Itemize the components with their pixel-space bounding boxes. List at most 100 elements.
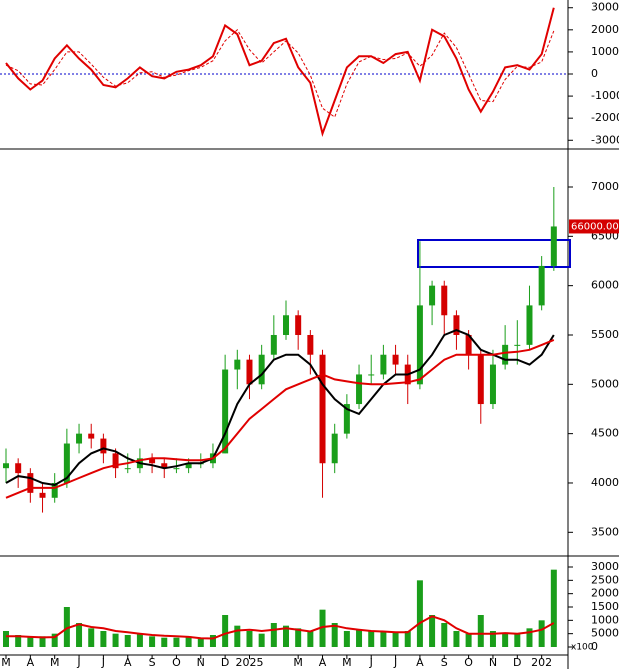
candle-body — [331, 433, 338, 464]
candle-body — [319, 354, 326, 464]
volume-bar — [197, 639, 204, 647]
volume-bar — [63, 607, 70, 647]
candle-body — [453, 315, 460, 335]
candle-body — [392, 354, 399, 365]
candle-body — [380, 354, 387, 375]
volume-bar — [39, 636, 46, 647]
x-tick-label: O — [172, 656, 181, 669]
x-tick-label: A — [27, 656, 35, 669]
volume-bar — [270, 623, 277, 647]
volume-bar — [356, 629, 363, 647]
volume-bar — [234, 625, 241, 647]
volume-bar — [27, 636, 34, 647]
volume-bar — [502, 633, 509, 647]
y-tick-label: 35000 — [591, 525, 619, 538]
candle-body — [416, 305, 423, 385]
volume-bar — [429, 615, 436, 647]
y-tick-label: 20000 — [591, 587, 619, 600]
series-line — [5, 329, 555, 487]
volume-bar — [404, 631, 411, 647]
volume-bar — [161, 637, 168, 647]
candle-body — [429, 285, 436, 306]
candle-body — [258, 354, 265, 385]
candle-body — [477, 354, 484, 405]
y-tick-label: 40000 — [591, 476, 619, 489]
candle-body — [173, 468, 180, 470]
volume-bar — [15, 635, 22, 647]
candle-body — [307, 334, 314, 355]
volume-bar — [222, 615, 229, 647]
x-tick-label: J — [369, 656, 373, 669]
volume-bar — [246, 631, 253, 647]
x-tick-label: N — [197, 656, 205, 669]
x-tick-label: S — [441, 656, 448, 669]
candle-body — [270, 334, 277, 355]
candle-body — [538, 265, 545, 306]
volume-bar — [514, 633, 521, 647]
candle-body — [489, 364, 496, 405]
x-tick-label: D — [221, 656, 229, 669]
volume-bar — [416, 580, 423, 647]
x-tick-label: 202 — [531, 656, 552, 669]
volume-bar — [477, 615, 484, 647]
candle-body — [368, 374, 375, 376]
x-tick-label: J — [76, 656, 80, 669]
volume-bar — [258, 633, 265, 647]
candle-body — [283, 315, 289, 335]
x-tick-label: A — [416, 656, 424, 669]
y-tick-label: 1000 — [591, 45, 619, 58]
x-tick-label: M — [50, 656, 60, 669]
volume-bar — [550, 569, 557, 647]
x-tick-label: A — [124, 656, 132, 669]
candle-body — [63, 443, 70, 483]
volume-bar — [465, 633, 472, 647]
candle-body — [356, 374, 363, 405]
volume-bar — [441, 623, 448, 647]
candle-body — [112, 453, 119, 469]
y-tick-label: 0 — [591, 640, 598, 653]
candle-body — [149, 458, 156, 464]
volume-bar — [319, 609, 326, 647]
volume-bar — [331, 623, 338, 647]
volume-bar — [76, 623, 83, 647]
volume-bar — [368, 631, 375, 647]
volume-bar — [112, 633, 119, 647]
y-tick-label: 2000 — [591, 23, 619, 36]
x-tick-label: J — [101, 656, 105, 669]
candle-body — [246, 359, 253, 385]
candle-body — [502, 344, 509, 365]
series-line — [6, 615, 555, 640]
candle-body — [27, 473, 34, 493]
volume-bar — [295, 628, 302, 647]
y-tick-label: 50000 — [591, 377, 619, 390]
candle-body — [234, 359, 241, 370]
volume-bar — [307, 631, 314, 647]
x-tick-label: A — [319, 656, 327, 669]
candle-body — [88, 433, 95, 439]
candle-body — [514, 344, 521, 346]
candle-body — [343, 404, 350, 434]
candle-body — [76, 433, 83, 444]
price-label: 66000.00 — [571, 221, 619, 232]
candle-body — [185, 463, 192, 469]
x-tick-label: J — [393, 656, 397, 669]
volume-bar — [3, 631, 9, 647]
volume-bar — [380, 631, 387, 647]
y-tick-label: -2000 — [591, 111, 619, 124]
x-tick-label: S — [149, 656, 156, 669]
candle-body — [222, 369, 229, 454]
x-tick-label: N — [489, 656, 497, 669]
y-tick-label: 60000 — [591, 279, 619, 292]
y-tick-label: 45000 — [591, 427, 619, 440]
volume-bar — [453, 631, 460, 647]
y-tick-label: 25000 — [591, 573, 619, 586]
volume-bar — [149, 636, 156, 647]
x-tick-label: M — [342, 656, 352, 669]
volume-unit: x100 — [571, 643, 594, 653]
volume-bar — [51, 633, 58, 647]
volume-bar — [209, 635, 216, 647]
y-tick-label: 70000 — [591, 180, 619, 193]
y-tick-label: 3000 — [591, 1, 619, 14]
volume-bar — [88, 628, 95, 647]
